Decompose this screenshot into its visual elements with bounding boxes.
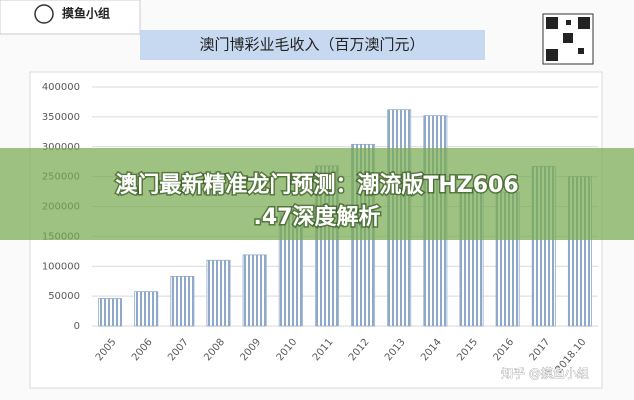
y-tick-label: 0 (74, 321, 80, 332)
y-tick-label: 50000 (48, 291, 80, 302)
chart-title: 澳门博彩业毛收入（百万澳门元） (199, 36, 424, 54)
banner-title: 澳门最新精准龙门预测：潮流版THZ606 (115, 172, 518, 198)
y-tick-label: 100000 (42, 261, 80, 272)
bar (206, 259, 231, 327)
bar (170, 276, 195, 327)
bar (98, 298, 123, 327)
logo-text: 摸鱼小组 (62, 6, 110, 21)
y-tick-label: 300000 (42, 142, 80, 153)
y-tick-label: 400000 (42, 82, 80, 93)
title-box (140, 30, 485, 60)
bar (242, 254, 267, 327)
logo-box (0, 0, 141, 35)
bar (134, 291, 159, 327)
logo-icon (34, 4, 54, 24)
banner-title: .47深度解析 (254, 204, 381, 230)
watermark: 知乎 @摸鱼小组 (501, 367, 589, 381)
qr-code (542, 13, 594, 65)
banner (0, 148, 634, 240)
y-tick-label: 350000 (42, 112, 80, 123)
